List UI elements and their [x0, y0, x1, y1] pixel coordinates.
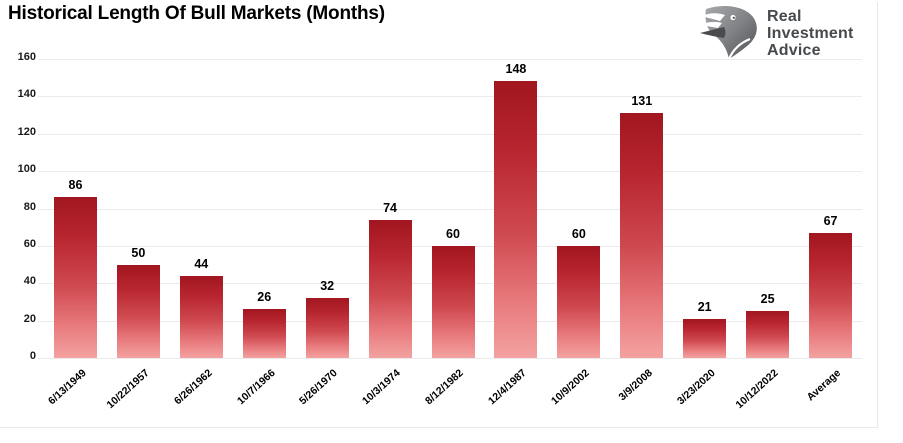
bar-value-label: 25 — [760, 292, 775, 307]
x-axis-tick: 6/13/1949 — [45, 367, 89, 408]
bar-Average — [809, 232, 853, 358]
x-axis-tick: 5/26/1970 — [297, 367, 341, 408]
gridline-160 — [38, 59, 862, 60]
bar-value-label: 131 — [631, 94, 653, 109]
y-axis-tick-120: 120 — [17, 125, 36, 138]
x-axis-tick: 12/4/1987 — [486, 367, 529, 408]
bar-value-label: 44 — [194, 256, 209, 271]
bar-10-3-1974 — [368, 219, 412, 358]
bar-3-23-2020 — [683, 318, 727, 358]
y-axis-tick-60: 60 — [23, 237, 36, 250]
chart-title: Historical Length Of Bull Markets (Month… — [8, 3, 385, 24]
chart-border-right — [877, 2, 878, 427]
bar-10-22-1957 — [116, 264, 160, 358]
bar-value-label: 21 — [697, 299, 712, 314]
brand-logo: Real Investment Advice — [698, 4, 853, 60]
eagle-icon — [699, 5, 757, 60]
x-axis-tick: 10/22/1957 — [104, 367, 152, 412]
bar-value-label: 26 — [257, 290, 272, 305]
x-axis-tick: 10/12/2022 — [733, 367, 781, 412]
gridline-100 — [38, 171, 862, 173]
bar-10-12-2022 — [746, 311, 790, 358]
x-axis-tick: Average — [805, 367, 844, 404]
bar-6-26-1962 — [179, 275, 223, 358]
bar-value-label: 74 — [383, 200, 398, 215]
bar-10-9-2002 — [557, 245, 601, 358]
y-axis-tick-100: 100 — [17, 163, 36, 176]
bar-value-label: 32 — [320, 279, 335, 294]
bar-value-label: 67 — [823, 213, 838, 228]
x-axis-tick: 6/26/1962 — [171, 367, 215, 408]
bar-10-7-1966 — [242, 309, 286, 358]
x-axis-tick: 3/23/2020 — [674, 367, 718, 408]
brand-line-3: Advice — [767, 41, 821, 59]
brand-name: Real Investment Advice — [767, 8, 853, 59]
gridline-0 — [38, 358, 862, 359]
x-axis-tick: 3/9/2008 — [616, 367, 655, 404]
gridline-80 — [38, 208, 862, 210]
y-axis-tick-160: 160 — [17, 51, 36, 63]
gridline-120 — [38, 133, 862, 135]
bar-12-4-1987 — [494, 81, 538, 358]
x-axis-tick: 10/7/1966 — [234, 367, 278, 408]
bar-5-26-1970 — [305, 298, 349, 358]
x-axis-tick: 8/12/1982 — [423, 367, 467, 408]
bar-6-13-1949 — [53, 197, 97, 358]
brand-line-2: Investment — [767, 24, 854, 42]
x-axis-tick: 10/3/1974 — [360, 367, 404, 408]
bar-value-label: 86 — [68, 178, 83, 193]
gridline-140 — [38, 96, 862, 98]
bar-value-label: 148 — [505, 62, 527, 77]
bar-8-12-1982 — [431, 245, 475, 358]
bar-value-label: 60 — [446, 226, 460, 241]
brand-line-1: Real — [767, 7, 802, 25]
chart-border-bottom — [0, 427, 878, 428]
y-axis-tick-40: 40 — [23, 275, 36, 288]
y-axis-tick-140: 140 — [17, 88, 36, 101]
y-axis-tick-20: 20 — [23, 312, 36, 325]
y-axis-tick-80: 80 — [23, 200, 36, 213]
bar-value-label: 60 — [571, 226, 586, 241]
y-axis-tick-0: 0 — [29, 350, 36, 362]
x-axis-tick: 10/9/2002 — [549, 367, 592, 408]
bar-value-label: 50 — [131, 245, 146, 260]
bar-3-9-2008 — [620, 113, 664, 358]
